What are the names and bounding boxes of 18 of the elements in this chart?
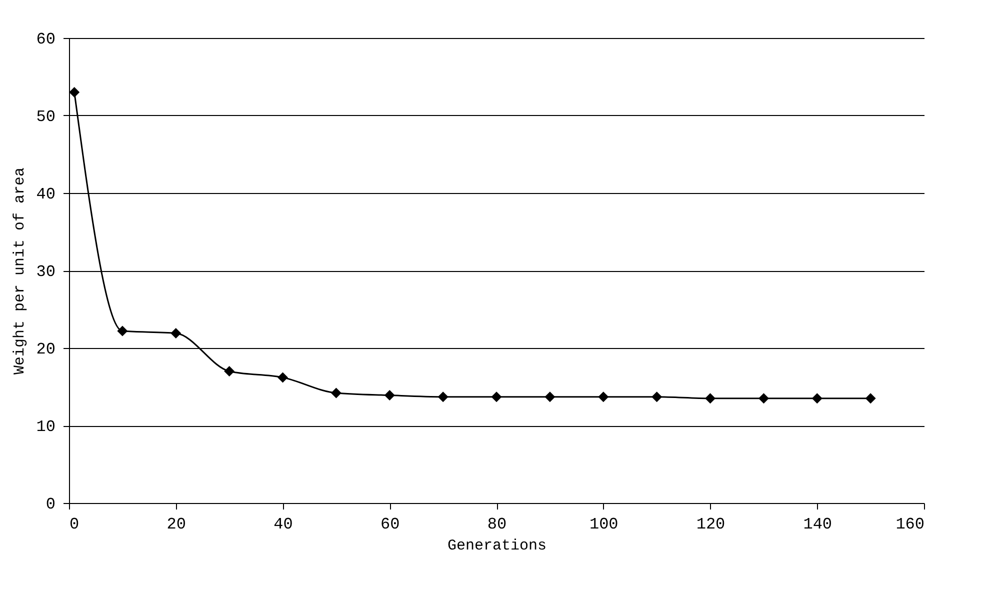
x-tick-label: 0 [70,516,80,534]
x-tick-label: 160 [896,516,924,534]
x-tick-label: 140 [803,516,832,534]
x-tick-label: 60 [380,516,400,534]
x-tick-label: 100 [589,516,618,534]
y-tick-label: 30 [36,263,56,281]
y-tick-label: 20 [36,340,56,358]
y-axis-title: Weight per unit of area [11,167,28,375]
y-tick-label: 10 [36,418,56,436]
x-tick-label: 120 [696,516,726,534]
y-tick-label: 50 [36,108,56,126]
x-tick-label: 40 [274,516,293,534]
x-tick-label: 20 [166,516,186,534]
y-tick-label: 60 [36,30,56,48]
x-tick-label: 80 [487,516,507,534]
y-tick-label: 40 [36,186,56,204]
x-axis-title: Generations [447,538,547,554]
y-tick-label: 0 [46,496,56,514]
